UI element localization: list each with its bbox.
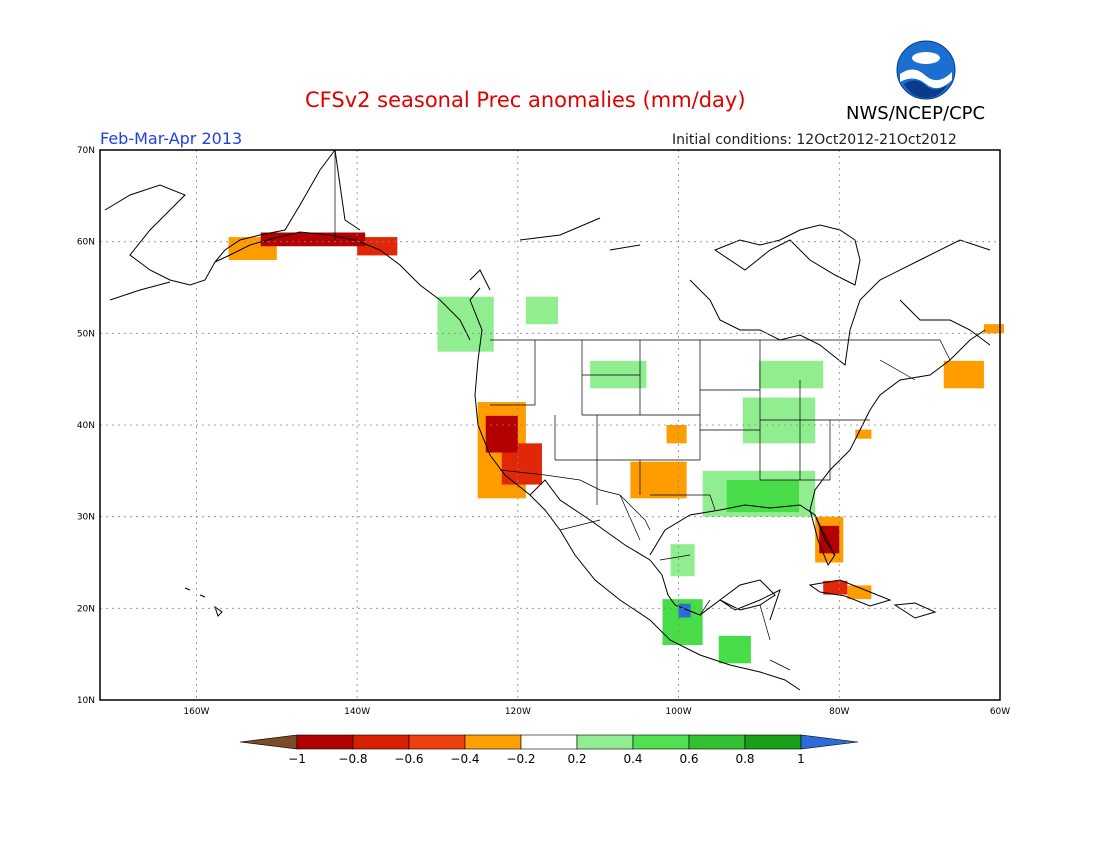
aleutians: [109, 281, 171, 301]
central-america-borders: [759, 604, 791, 671]
lat-tick-label: 70N: [77, 146, 95, 156]
colorbar-label: 0.8: [735, 752, 754, 766]
us-state-lines: [490, 340, 870, 511]
latitude-labels: 70N 60N 50N 40N 30N 20N 10N: [77, 146, 95, 706]
lon-tick-label: 140W: [344, 707, 370, 717]
colorbar-label: 0.4: [623, 752, 642, 766]
colorbar: −1 −0.8 −0.6 −0.4 −0.2 0.2 0.4 0.6 0.8 1: [239, 734, 859, 766]
map-title: CFSv2 seasonal Prec anomalies (mm/day): [305, 88, 746, 112]
lat-tick-label: 50N: [77, 329, 95, 339]
lon-tick-label: 160W: [183, 707, 209, 717]
gulf-coast-outline: [529, 479, 781, 621]
hawaii: [184, 587, 223, 617]
lon-tick-label: 60W: [990, 707, 1010, 717]
lon-tick-label: 80W: [829, 707, 849, 717]
anomaly-central-america: [718, 635, 751, 664]
anomaly-cuba-east: [847, 585, 872, 600]
colorbar-label: 0.6: [679, 752, 698, 766]
cuba-outline: [808, 579, 892, 607]
hispaniola-outline: [893, 602, 937, 619]
colorbar-arrow-high: [800, 734, 859, 750]
anomaly-bc-coast: [437, 296, 494, 352]
colorbar-label: −1: [288, 752, 306, 766]
alaska-west: [104, 184, 216, 286]
anomaly-california-coast: [485, 415, 518, 453]
us-mexico-border: [499, 469, 651, 531]
colorbar-segment: [744, 734, 802, 750]
anomaly-alberta: [525, 296, 559, 325]
anomaly-mid-atlantic: [855, 429, 872, 439]
anomaly-dakotas: [590, 360, 647, 389]
anomaly-nova-scotia: [943, 360, 984, 389]
colorbar-label: 1: [797, 752, 805, 766]
longitude-labels: 160W 140W 120W 100W 80W 60W: [183, 707, 1010, 717]
colorbar-segment: [296, 734, 354, 750]
agency-label: NWS/NCEP/CPC: [846, 103, 986, 124]
florida-outline: [814, 514, 835, 556]
anomaly-alaska-southeast: [357, 237, 398, 256]
hudson-bay: [713, 224, 861, 286]
anomaly-ohio-valley: [742, 397, 816, 444]
anomaly-mexico-northeast: [670, 544, 695, 577]
anomaly-great-lakes: [758, 360, 824, 389]
lat-tick-label: 40N: [77, 421, 95, 431]
lon-tick-label: 120W: [505, 707, 531, 717]
anomaly-labrador-south: [983, 324, 1005, 334]
colorbar-segment: [408, 734, 466, 750]
colorbar-label: −0.4: [450, 752, 479, 766]
anomaly-alaska-south-coast: [260, 232, 366, 247]
anomaly-texas-panhandle: [630, 461, 687, 499]
colorbar-label: −0.8: [338, 752, 367, 766]
canada-arctic: [334, 149, 991, 366]
canada-us-border: [490, 339, 951, 381]
colorbar-label: −0.6: [394, 752, 423, 766]
colorbar-segment: [576, 734, 634, 750]
colorbar-segment: [688, 734, 746, 750]
lat-tick-label: 10N: [77, 696, 95, 706]
colorbar-segment: [632, 734, 690, 750]
lat-tick-label: 30N: [77, 513, 95, 523]
colorbar-label: 0.2: [567, 752, 586, 766]
mexico-states: [559, 494, 711, 616]
anomaly-florida: [819, 525, 840, 554]
lat-tick-label: 60N: [77, 238, 95, 248]
colorbar-segment: [464, 734, 522, 750]
map-frame: [99, 149, 1001, 701]
colorbar-segment: [520, 734, 578, 750]
mexico-peninsula-outline: [719, 579, 776, 611]
anomaly-cuba: [823, 580, 848, 595]
lat-tick-label: 20N: [77, 604, 95, 614]
grid: [100, 150, 1000, 700]
noaa-logo-icon: [896, 40, 956, 100]
political-borders: [334, 150, 951, 671]
anomaly-kansas: [666, 425, 687, 444]
forecast-period: Feb-Mar-Apr 2013: [100, 129, 243, 148]
labrador: [899, 299, 991, 346]
lon-tick-label: 100W: [666, 707, 692, 717]
colorbar-segment: [352, 734, 410, 750]
colorbar-arrow-low: [239, 734, 298, 750]
us-gulf-outline: [649, 329, 986, 567]
initial-conditions: Initial conditions: 12Oct2012-21Oct2012: [672, 132, 957, 148]
colorbar-label: −0.2: [506, 752, 535, 766]
